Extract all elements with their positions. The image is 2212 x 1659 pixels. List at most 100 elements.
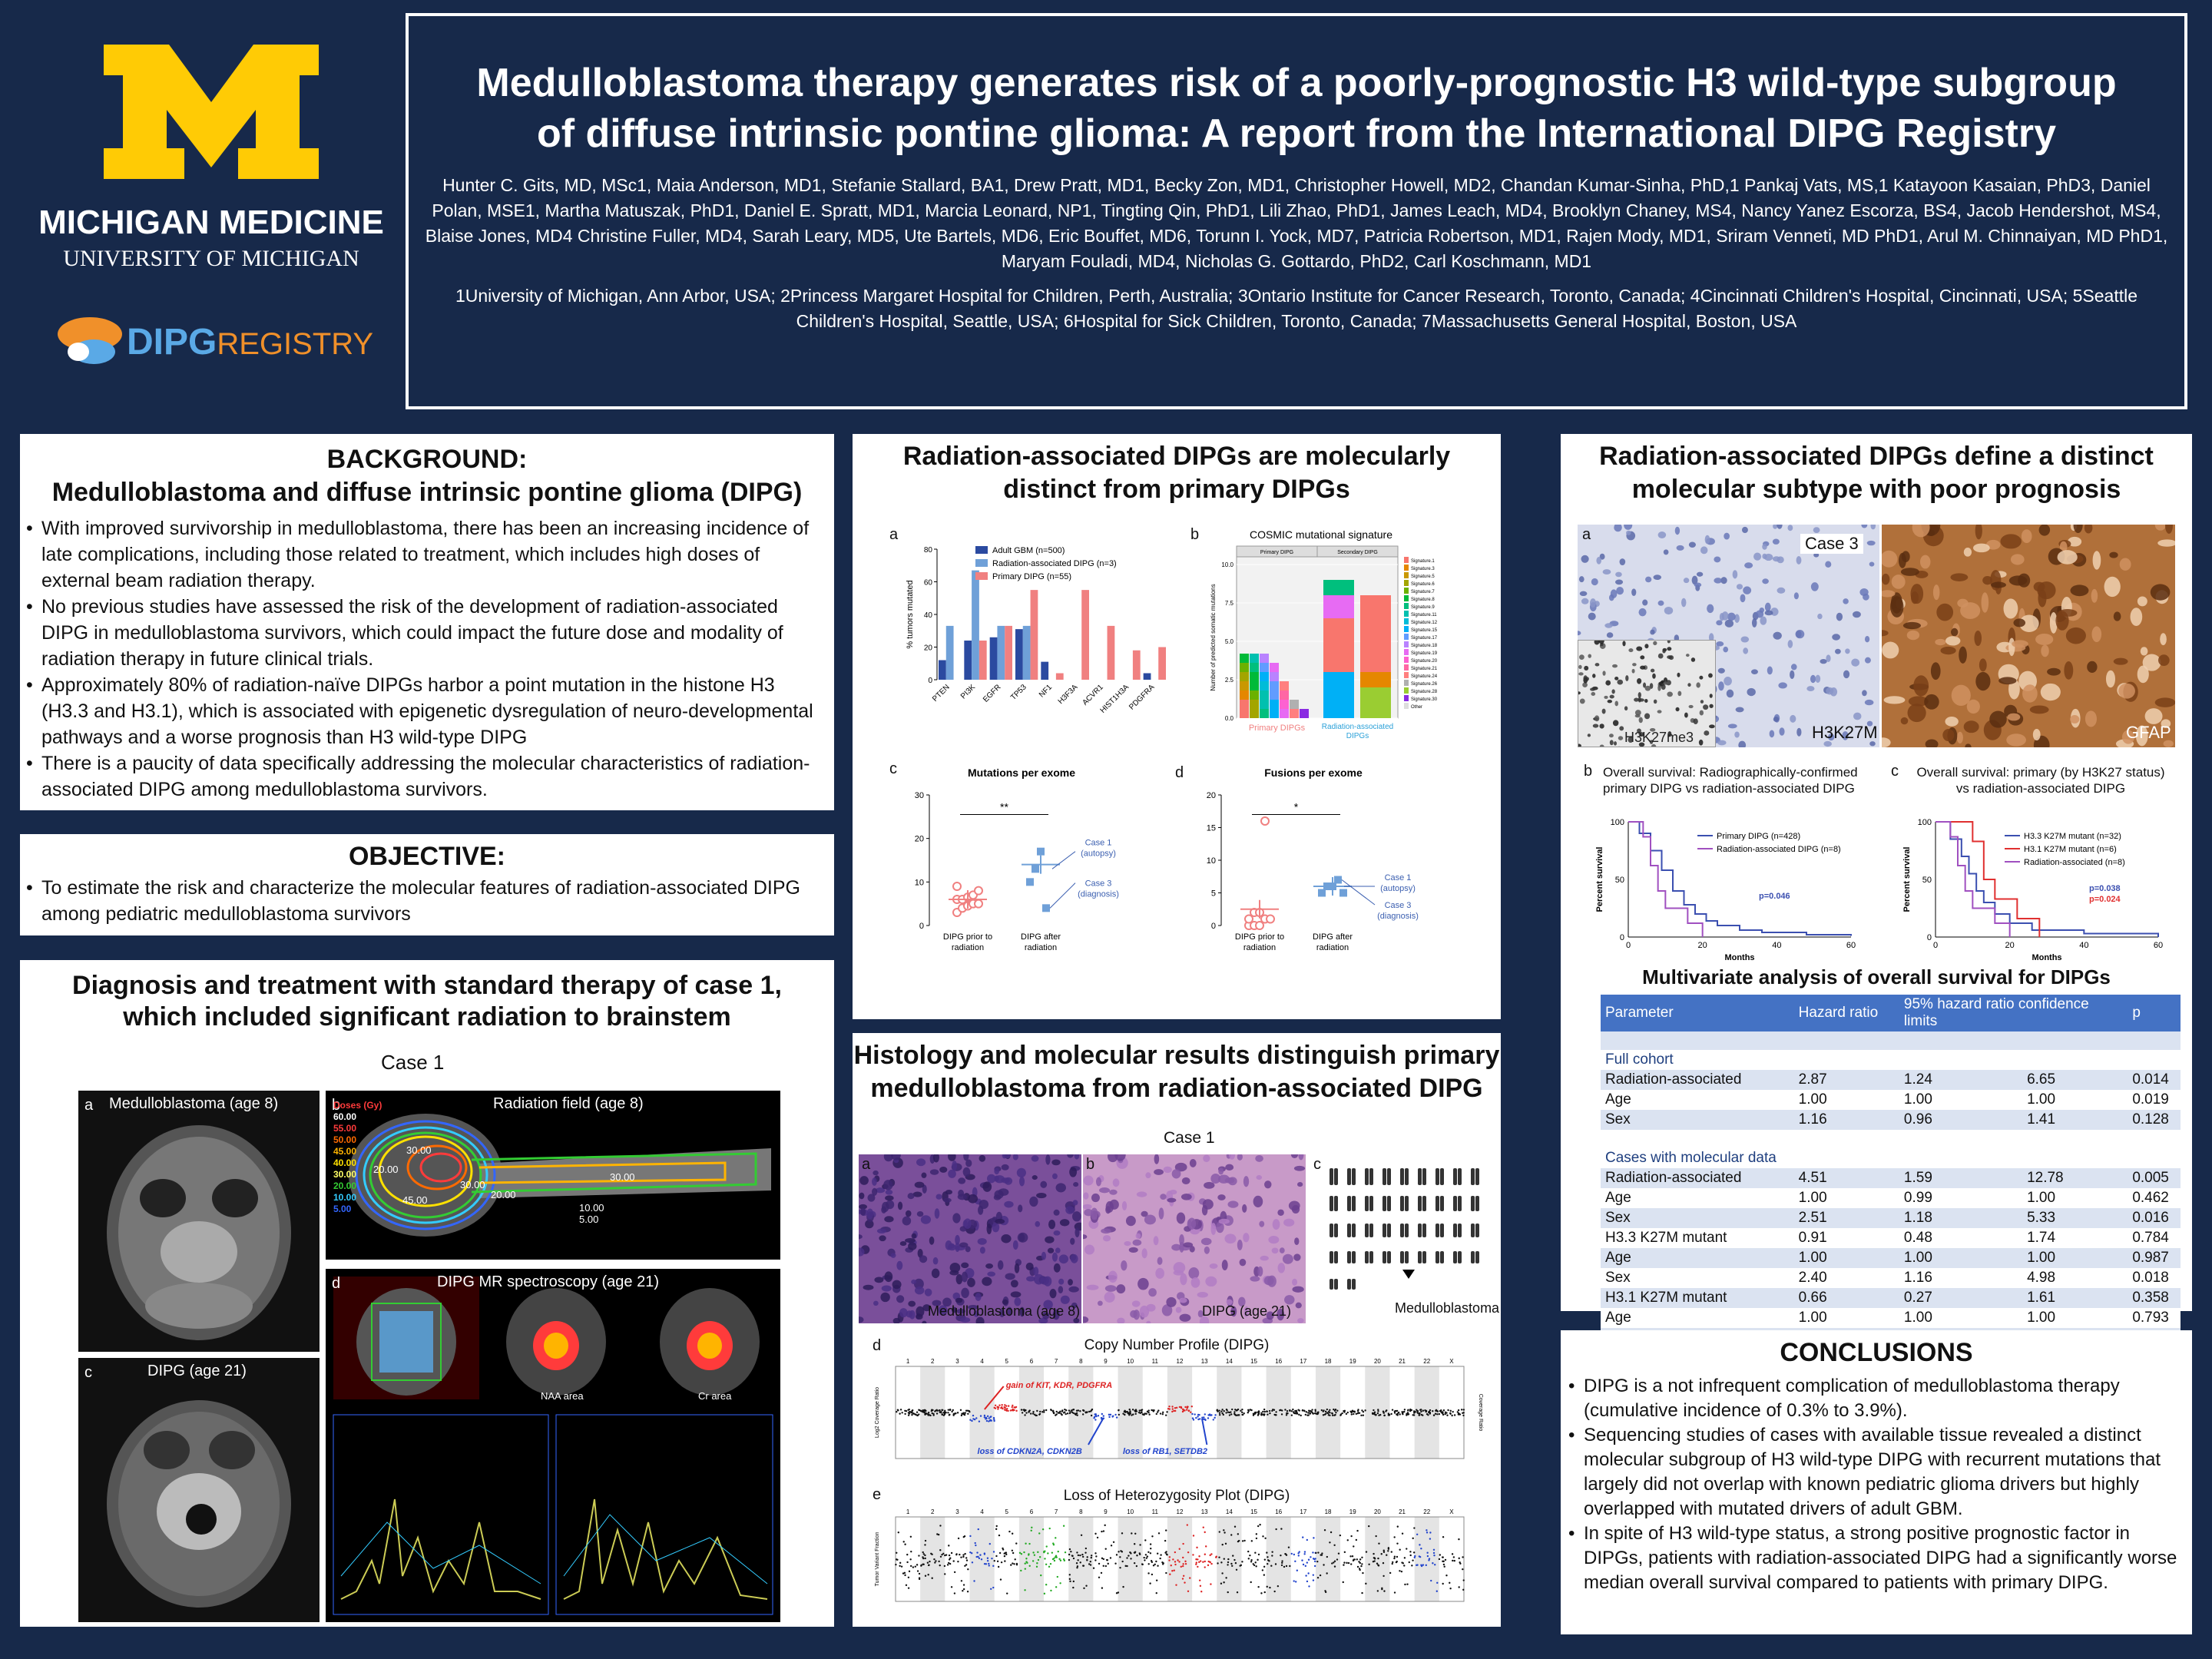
loh-point <box>1296 1569 1299 1571</box>
chromosome <box>1369 1224 1373 1237</box>
cell <box>2092 551 2101 570</box>
os-b-title-line2: primary DIPG vs radiation-associated DIP… <box>1603 781 1855 796</box>
cell <box>2032 728 2041 741</box>
cell <box>987 1174 996 1184</box>
group-label: Radiation-associated <box>1322 723 1393 731</box>
cell <box>1053 1230 1061 1236</box>
annotation: gain of KIT, KDR, PDGFRA <box>1005 1381 1113 1390</box>
cell <box>1592 674 1596 678</box>
cn-point <box>1364 1409 1366 1412</box>
cell <box>1699 710 1704 716</box>
cell <box>1154 1169 1164 1175</box>
loh-point <box>1086 1556 1088 1558</box>
legend-label: Signature.26 <box>1411 682 1438 687</box>
cn-point <box>994 1407 997 1409</box>
table-cell: 1.00 <box>1899 1248 2023 1268</box>
cn-point <box>1221 1409 1224 1411</box>
loh-point <box>904 1574 906 1577</box>
cn-point <box>952 1409 954 1412</box>
loh-point <box>944 1554 946 1557</box>
table-cell: 1.61 <box>2022 1288 2128 1308</box>
cn-point <box>989 1416 992 1419</box>
loh-point <box>1197 1558 1199 1561</box>
cn-point <box>1039 1410 1041 1413</box>
loh-point <box>1275 1528 1277 1531</box>
cell <box>859 1176 869 1185</box>
cn-point <box>1453 1414 1456 1416</box>
cell <box>1649 740 1654 744</box>
data-point <box>1266 914 1275 924</box>
cell <box>1612 664 1618 668</box>
cell <box>1667 641 1671 644</box>
cell <box>1687 683 1691 687</box>
loh-point <box>1004 1560 1006 1562</box>
table-cell: 1.00 <box>2022 1188 2128 1208</box>
cn-point <box>924 1409 926 1412</box>
table-cell <box>1793 1031 1899 1050</box>
loh-point <box>1285 1565 1288 1568</box>
loh-point <box>986 1559 989 1562</box>
cn-point <box>1440 1411 1442 1413</box>
loh-point <box>1157 1532 1161 1535</box>
cn-point <box>1061 1410 1064 1412</box>
cell <box>1031 1175 1038 1181</box>
cell <box>1622 641 1626 647</box>
loh-point <box>1287 1546 1290 1548</box>
cell <box>1014 1263 1020 1273</box>
cn-point <box>1440 1409 1442 1412</box>
cell <box>1640 655 1645 660</box>
loh-point <box>1406 1548 1408 1550</box>
cnp-title: Copy Number Profile (DIPG) <box>1084 1337 1270 1353</box>
cell <box>1060 1295 1070 1304</box>
cn-point <box>1396 1409 1398 1412</box>
cell <box>1945 717 1959 727</box>
stack-segment <box>1290 700 1299 709</box>
table-cell: 1.16 <box>1899 1268 2023 1288</box>
cell <box>1634 714 1641 718</box>
y-tick-label: 20 <box>915 835 924 844</box>
legend-swatch <box>1404 565 1409 571</box>
cell <box>875 1187 886 1194</box>
cn-point <box>1314 1410 1316 1412</box>
loh-point <box>1255 1533 1258 1535</box>
loh-point <box>1401 1532 1404 1535</box>
cell <box>1653 699 1657 704</box>
chromosome <box>1458 1168 1462 1185</box>
cell <box>951 1306 958 1313</box>
cn-point <box>932 1412 935 1416</box>
cn-point <box>1353 1411 1356 1413</box>
cell <box>1732 570 1738 579</box>
cell <box>916 1313 923 1320</box>
cn-point <box>1307 1414 1310 1416</box>
cell <box>2118 683 2135 699</box>
loh-point <box>1305 1575 1307 1577</box>
loh-point <box>1432 1562 1434 1565</box>
subtype-heading-line2: molecular subtype with poor prognosis <box>1631 475 2121 504</box>
loh-point <box>1055 1537 1057 1539</box>
loh-point <box>1049 1562 1052 1565</box>
loh-point <box>1462 1588 1465 1591</box>
table-row: Full cohort <box>1601 1050 2181 1070</box>
cn-point <box>1290 1414 1293 1416</box>
loh-point <box>1215 1555 1217 1558</box>
loh-point <box>937 1533 940 1536</box>
cn-point <box>1353 1412 1355 1416</box>
cn-point <box>1435 1409 1437 1412</box>
loh-point <box>1101 1530 1103 1533</box>
loh-point <box>983 1553 986 1555</box>
cell <box>1667 647 1672 651</box>
cell <box>1266 1311 1274 1320</box>
table-cell: Sex <box>1601 1208 1794 1228</box>
registry-bold: DIPG <box>127 322 217 363</box>
loh-point <box>902 1541 905 1543</box>
bar <box>1015 629 1023 680</box>
cell <box>1209 1263 1218 1269</box>
histology-image-a: a Medulloblastoma (age 8) <box>859 1154 1081 1323</box>
loh-point <box>1031 1560 1035 1562</box>
cell <box>2113 611 2121 621</box>
loh-point <box>1199 1560 1202 1562</box>
cell <box>1578 672 1584 676</box>
chromosome-label: 3 <box>955 1508 959 1515</box>
table-row: Radiation-associated 4.51 1.59 12.78 0.005 <box>1601 1168 2181 1188</box>
loh-point <box>1195 1558 1197 1561</box>
